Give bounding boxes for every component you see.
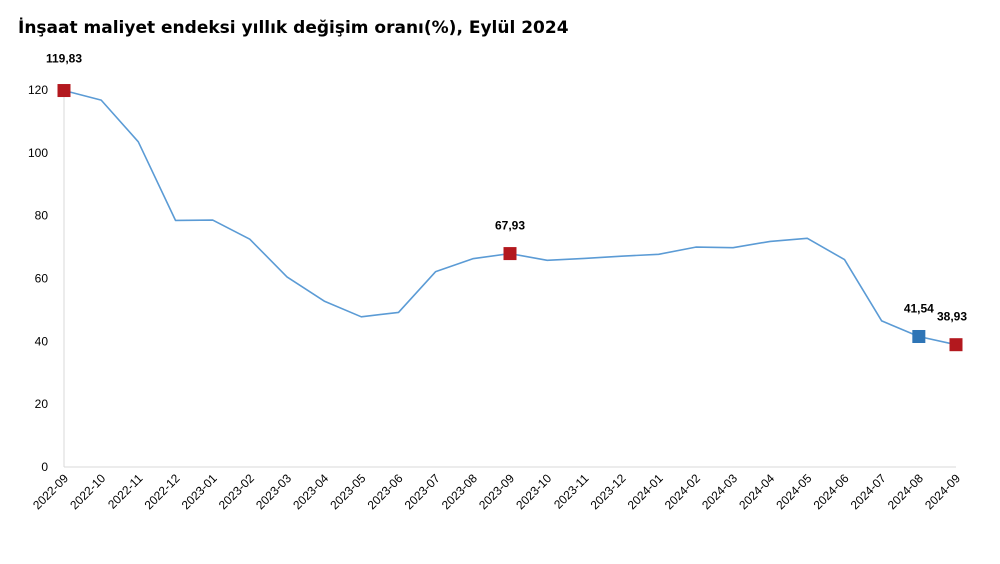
y-tick-label: 80 <box>35 209 49 223</box>
x-tick-label: 2023-03 <box>253 471 294 512</box>
data-label: 119,83 <box>46 52 82 66</box>
x-tick-label: 2024-06 <box>811 471 852 512</box>
x-tick-label: 2024-09 <box>922 471 963 512</box>
y-tick-label: 20 <box>35 397 49 411</box>
x-tick-label: 2023-05 <box>327 471 368 512</box>
data-label: 41,54 <box>904 301 934 315</box>
y-tick-label: 40 <box>35 334 49 348</box>
x-tick-label: 2024-08 <box>885 471 926 512</box>
x-tick-label: 2024-04 <box>736 471 777 512</box>
x-tick-label: 2024-07 <box>848 471 889 512</box>
y-tick-label: 100 <box>28 146 48 160</box>
x-tick-label: 2022-11 <box>105 471 146 512</box>
highlight-marker <box>949 338 963 352</box>
x-tick-label: 2022-10 <box>67 471 108 512</box>
y-tick-label: 120 <box>28 83 48 97</box>
highlight-marker <box>503 247 517 261</box>
x-tick-label: 2023-01 <box>179 471 220 512</box>
x-tick-label: 2024-05 <box>773 471 814 512</box>
x-tick-label: 2022-12 <box>142 471 183 512</box>
x-tick-label: 2023-07 <box>402 471 443 512</box>
axes: 0 20 40 60 80 100 120 2022-092022-102022-112022… <box>28 83 963 512</box>
x-tick-label: 2024-03 <box>699 471 740 512</box>
x-tick-label: 2023-09 <box>476 471 517 512</box>
x-tick-label: 2024-02 <box>662 471 703 512</box>
x-tick-label: 2023-06 <box>365 471 406 512</box>
highlight-markers <box>57 84 963 352</box>
highlight-marker <box>912 329 926 343</box>
x-tick-label: 2023-02 <box>216 471 257 512</box>
y-tick-label: 60 <box>35 272 49 286</box>
chart-title: İnşaat maliyet endeksi yıllık değişim or… <box>18 18 569 38</box>
x-tick-label: 2023-11 <box>551 471 592 512</box>
y-tick-label: 0 <box>41 460 48 474</box>
x-tick-label: 2022-09 <box>30 471 71 512</box>
x-tick-label: 2023-12 <box>588 471 629 512</box>
data-label: 38,93 <box>937 310 967 324</box>
x-tick-label: 2023-08 <box>439 471 480 512</box>
highlight-marker <box>57 84 71 98</box>
x-tick-label: 2023-04 <box>290 471 331 512</box>
x-tick-label: 2024-01 <box>625 471 666 512</box>
data-label: 67,93 <box>495 219 525 233</box>
x-tick-label: 2023-10 <box>513 471 554 512</box>
